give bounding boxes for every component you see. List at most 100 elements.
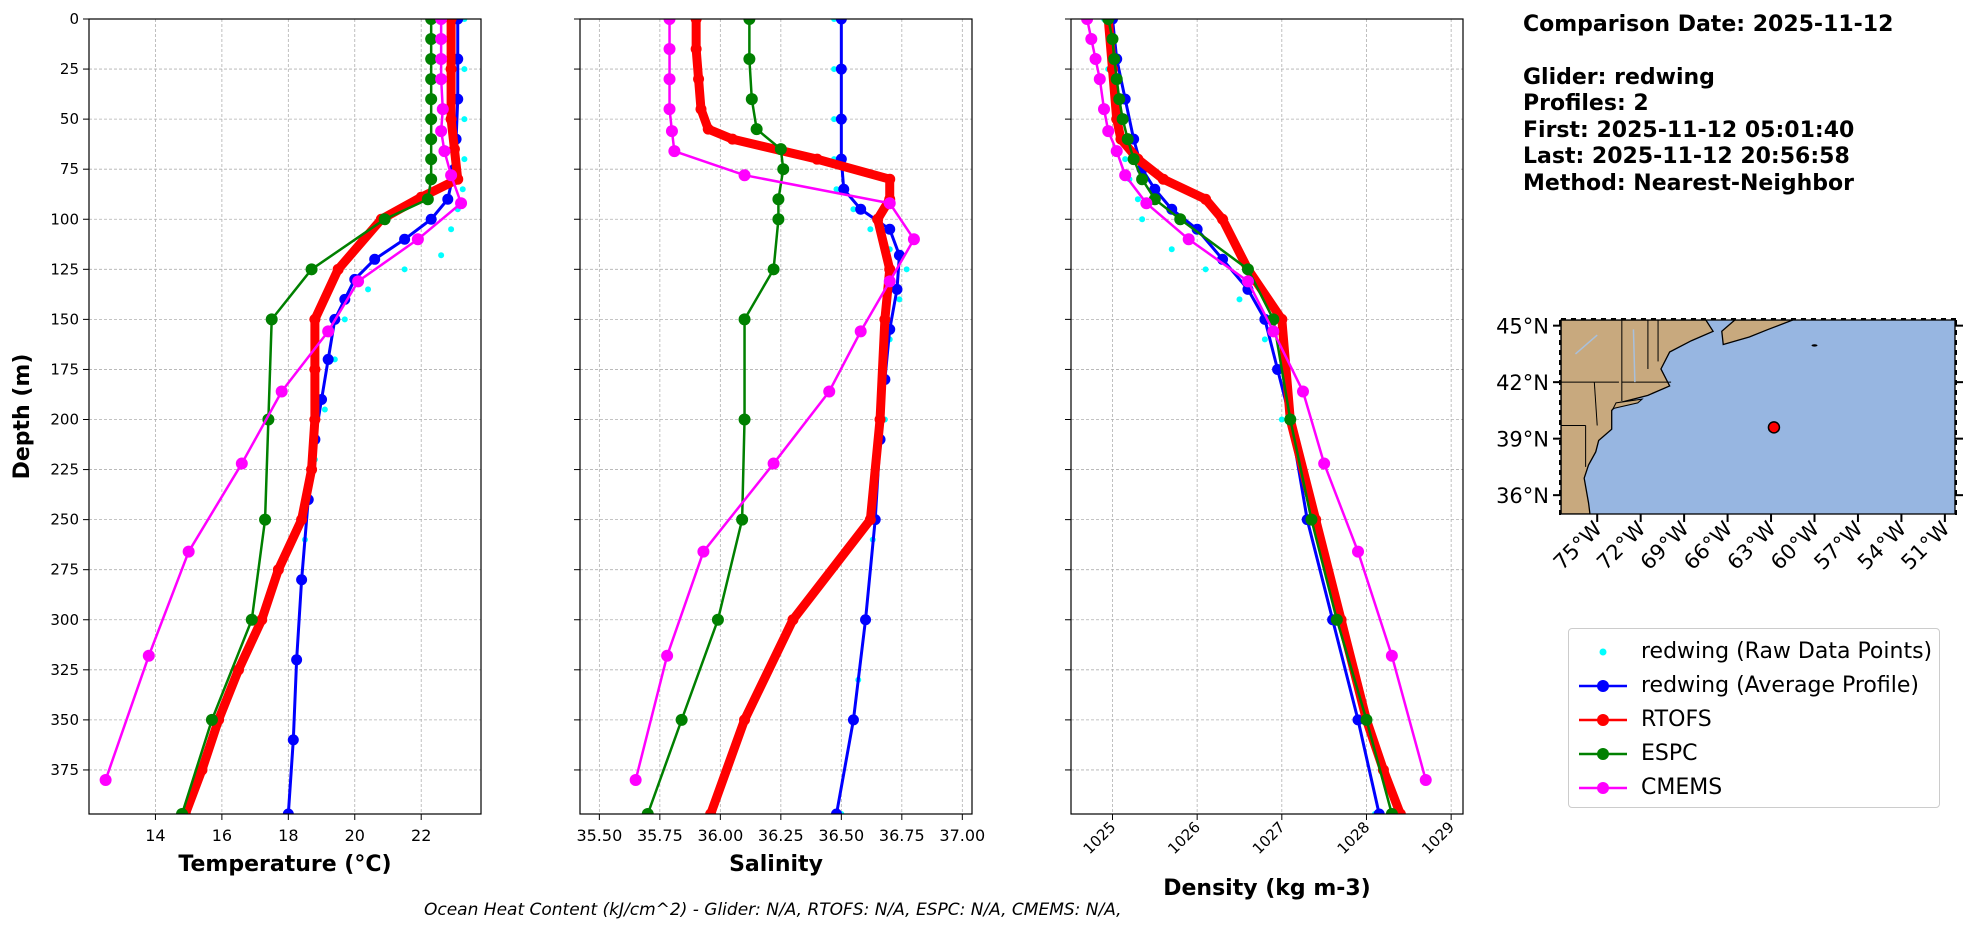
axes-frame	[1070, 18, 1464, 815]
data-point-cmems	[629, 773, 642, 786]
data-point-average	[296, 574, 308, 586]
data-point-espc	[1108, 53, 1121, 66]
data-point-rtofs	[1200, 193, 1212, 205]
data-point-rtofs	[739, 714, 751, 726]
data-point-cmems	[435, 19, 448, 25]
map-frame	[1560, 319, 1956, 515]
data-point-espc	[265, 313, 278, 326]
legend-swatch-raw	[1599, 648, 1607, 656]
data-point-raw	[1139, 216, 1146, 223]
data-point-espc	[675, 713, 688, 726]
data-point-rtofs	[309, 363, 321, 375]
data-point-cmems	[352, 275, 365, 288]
x-tick-label: 36.75	[879, 826, 925, 845]
lon-label: 63°W	[1723, 516, 1781, 574]
data-point-rtofs	[726, 133, 738, 145]
data-point-cmems	[435, 53, 448, 66]
data-point-raw	[461, 66, 468, 73]
data-point-cmems	[1102, 125, 1115, 138]
data-point-raw	[461, 156, 468, 163]
data-point-raw	[1202, 266, 1209, 273]
data-point-espc	[1385, 808, 1398, 814]
data-point-rtofs	[296, 514, 308, 526]
river-line	[1632, 329, 1636, 383]
series-line-espc	[180, 19, 433, 814]
x-tick-label: 35.75	[637, 826, 683, 845]
data-point-cmems	[668, 145, 681, 158]
data-point-rtofs	[332, 263, 344, 275]
x-tick-label: 36.25	[758, 826, 804, 845]
data-point-rtofs	[879, 313, 891, 325]
data-point-espc	[767, 263, 780, 276]
data-point-average	[287, 734, 299, 746]
data-point-average	[860, 614, 872, 626]
y-tick-label: 300	[50, 611, 79, 629]
salinity-panel: 35.50 35.75 36.00 36.25 36.50 36.75 37.00 Salin…	[574, 18, 985, 877]
data-point-average	[369, 253, 381, 265]
data-point-cmems	[767, 457, 780, 470]
data-point-cmems	[1318, 457, 1331, 470]
data-point-rtofs	[445, 63, 457, 75]
x-tick-label: 1028	[1334, 818, 1374, 858]
y-tick-label: 325	[50, 661, 79, 679]
series-line-cmems	[634, 19, 916, 782]
data-point-cmems	[663, 19, 676, 25]
series-line-average	[1110, 19, 1381, 814]
data-point-raw	[831, 66, 838, 73]
data-point-average	[835, 63, 847, 75]
data-point-average	[835, 113, 847, 125]
data-point-rtofs	[690, 43, 702, 55]
data-point-espc	[736, 513, 749, 526]
legend: redwing (Raw Data Points) redwing (Avera…	[1568, 628, 1940, 808]
data-point-cmems	[883, 197, 896, 210]
plot-area	[99, 19, 468, 814]
data-point-espc	[425, 93, 438, 106]
x-axis-label: Temperature (°C)	[178, 852, 391, 877]
y-tick-label: 125	[50, 260, 79, 278]
series-line-cmems	[1085, 19, 1427, 782]
data-point-rtofs	[445, 19, 457, 25]
state-border	[1593, 382, 1598, 426]
data-point-espc	[1106, 33, 1119, 46]
y-tick-label: 275	[50, 561, 79, 579]
data-point-average	[838, 183, 850, 195]
location-map: 45°N 42°N 39°N 36°N75°W72°W69°W66°W63°W60°W…	[1496, 315, 1963, 575]
x-tick-label: 1025	[1080, 818, 1120, 858]
data-point-cmems	[663, 43, 676, 56]
series-line-espc	[1107, 19, 1394, 814]
data-point-espc	[425, 133, 438, 146]
data-point-espc	[743, 53, 756, 66]
data-point-espc	[1330, 613, 1343, 626]
data-point-espc	[774, 143, 787, 156]
data-point-average	[282, 808, 294, 814]
data-point-espc	[425, 113, 438, 126]
data-point-rtofs	[1276, 313, 1288, 325]
comparison-date: Comparison Date: 2025-11-12	[1523, 12, 1894, 37]
data-point-espc	[738, 413, 751, 426]
data-point-rtofs	[256, 614, 268, 626]
data-point-cmems	[1182, 233, 1195, 246]
lon-label: 57°W	[1810, 516, 1868, 574]
data-point-raw	[461, 116, 468, 123]
y-tick-label: 25	[60, 60, 79, 78]
temperature-panel: 14 16 18 20 22 0 25 50 75 100 125 150 175 200 225 250 27…	[10, 10, 482, 877]
data-point-raw	[833, 186, 840, 193]
x-tick-label: 36.50	[818, 826, 864, 845]
data-point-cmems	[854, 325, 867, 338]
data-point-raw	[321, 406, 328, 413]
data-point-espc	[305, 263, 318, 276]
data-point-espc	[641, 808, 654, 814]
data-point-rtofs	[702, 123, 714, 135]
data-point-cmems	[142, 649, 155, 662]
x-tick-label: 18	[278, 826, 298, 845]
data-point-cmems	[1140, 197, 1153, 210]
data-point-espc	[738, 313, 751, 326]
y-tick-label: 75	[60, 160, 79, 178]
plot-area	[629, 19, 920, 814]
data-point-average	[884, 223, 896, 235]
data-point-rtofs	[309, 313, 321, 325]
data-point-espc	[421, 193, 434, 206]
data-point-raw	[831, 19, 838, 22]
data-point-rtofs	[1217, 213, 1229, 225]
